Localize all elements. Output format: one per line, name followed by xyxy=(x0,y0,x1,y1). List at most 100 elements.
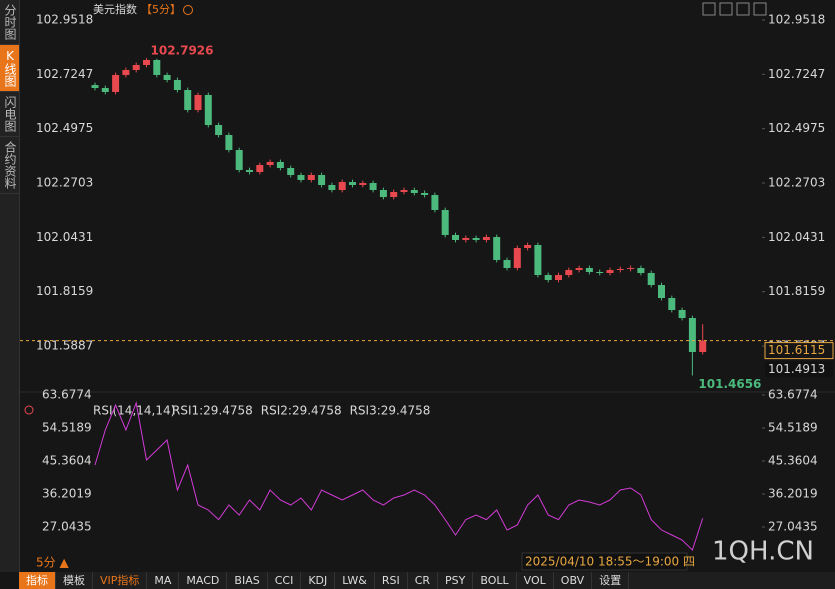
toolbar-item[interactable]: CR xyxy=(408,572,439,589)
candle-body xyxy=(585,268,593,272)
toolbar-item[interactable]: BIAS xyxy=(227,572,268,589)
toolbar-item[interactable]: MACD xyxy=(179,572,228,589)
y-tick-label: 102.2703 xyxy=(36,176,93,190)
y2-tick-label: 102.2703 xyxy=(768,176,825,190)
candle-body xyxy=(204,94,212,126)
candle-body xyxy=(122,69,130,75)
y-tick-label: 101.8159 xyxy=(36,284,93,298)
candle-body xyxy=(410,190,418,193)
candle-body xyxy=(493,237,501,260)
candle-body xyxy=(163,74,171,80)
rsi-line xyxy=(94,401,704,551)
candle-body xyxy=(297,175,305,181)
candle-body xyxy=(606,270,614,274)
candle-body xyxy=(379,190,387,198)
candle-body xyxy=(658,285,665,299)
y-tick-label: 102.4975 xyxy=(36,121,93,135)
candle-body xyxy=(359,182,367,186)
toolbar-item[interactable]: BOLL xyxy=(473,572,517,589)
last-price-box xyxy=(764,342,834,360)
window-icons[interactable] xyxy=(702,2,767,16)
candle-body xyxy=(555,275,562,281)
candle-body xyxy=(318,175,326,186)
side-tab[interactable]: 合约资料 xyxy=(0,137,19,194)
y2-tick-label: 36.2019 xyxy=(768,487,818,501)
toolbar-item[interactable]: 指标 xyxy=(19,572,56,589)
chart: 美元指数 【5分】 RSI(14,14,14) 5分 ▲ 2025/04/10 … xyxy=(20,2,835,571)
time-box xyxy=(521,552,688,571)
side-tab[interactable]: K线图 xyxy=(0,45,19,92)
y-tick-label: 54.5189 xyxy=(42,421,92,435)
toolbar-item[interactable]: CCI xyxy=(268,572,302,589)
candle-body xyxy=(503,259,511,269)
legend-entry: RSI1:29.4758 xyxy=(172,404,253,418)
toolbar-item[interactable]: RSI xyxy=(375,572,408,589)
candle-body xyxy=(565,270,573,276)
candle-body xyxy=(307,175,315,181)
ref-price-box xyxy=(765,361,833,378)
candle-body xyxy=(647,273,655,286)
y-tick-label: 102.7247 xyxy=(36,67,93,81)
y2-tick-label: 54.5189 xyxy=(768,421,818,435)
y2-tick-label: 27.0435 xyxy=(768,520,818,534)
candle-body xyxy=(112,74,120,92)
toolbar-item[interactable]: MA xyxy=(147,572,180,589)
candle-body xyxy=(91,85,99,89)
candle-body xyxy=(194,94,202,111)
candle-body xyxy=(513,248,521,269)
legend-entry: RSI2:29.4758 xyxy=(261,404,342,418)
toolbar-item[interactable]: LW& xyxy=(335,572,375,589)
candle-body xyxy=(390,192,398,198)
ref-price: 101.4913 xyxy=(768,362,825,376)
y2-tick-label: 102.0431 xyxy=(768,230,825,244)
candle-body xyxy=(246,170,253,173)
chart-title: 美元指数 xyxy=(93,2,137,16)
toolbar-item[interactable]: VOL xyxy=(517,572,554,589)
candle-body xyxy=(143,59,150,65)
candle-body xyxy=(524,244,532,249)
toolbar-item[interactable]: VIP指标 xyxy=(93,572,148,589)
time-range: 2025/04/10 18:55～19:00 四 xyxy=(525,555,695,569)
candle-body xyxy=(441,209,449,235)
y2-tick-label: 102.4975 xyxy=(768,121,825,135)
candle-body xyxy=(688,317,696,353)
toolbar: 指标 模板 VIP指标 MA MACD BIAS CCI KDJ LW& RSI CR PSY BOLL… xyxy=(19,572,835,589)
toolbar-item[interactable]: OBV xyxy=(554,572,593,589)
candle-body xyxy=(338,182,346,191)
candle-body xyxy=(256,165,264,173)
min-label: 101.4656 xyxy=(698,377,761,391)
rsi-title: RSI(14,14,14) xyxy=(93,404,175,418)
toolbar-item[interactable]: 模板 xyxy=(56,572,93,589)
candle-body xyxy=(225,135,233,151)
candle-body xyxy=(596,272,604,274)
candle-body xyxy=(369,182,377,191)
side-tab[interactable]: 分时图 xyxy=(0,0,19,45)
candle-body xyxy=(287,167,295,176)
period-label: 【5分】 xyxy=(141,3,181,16)
side-tab[interactable]: 闪电图 xyxy=(0,92,19,137)
candle-body xyxy=(153,59,161,75)
y2-tick-label: 102.9518 xyxy=(768,13,825,27)
candle-body xyxy=(637,268,645,274)
legend-entry: RSI3:29.4758 xyxy=(350,404,431,418)
candle-body xyxy=(627,268,635,270)
y-tick-label: 102.9518 xyxy=(36,13,93,27)
candle-body xyxy=(431,195,439,210)
max-label: 102.7926 xyxy=(151,44,214,58)
y-tick-label: 101.5887 xyxy=(36,339,93,353)
toolbar-item[interactable]: PSY xyxy=(438,572,474,589)
candle-body xyxy=(101,88,109,92)
candle-body xyxy=(132,64,140,70)
y-tick-label: 36.2019 xyxy=(42,487,92,501)
candle-body xyxy=(575,268,583,271)
toolbar-item[interactable]: 设置 xyxy=(592,572,630,589)
toolbar-item[interactable]: KDJ xyxy=(301,572,336,589)
rsi-icon[interactable] xyxy=(24,405,34,415)
settings-icon[interactable] xyxy=(183,5,193,15)
candle-body xyxy=(421,192,429,196)
candle-body xyxy=(173,79,181,90)
candle-body xyxy=(668,298,676,311)
period-switch[interactable]: 5分 ▲ xyxy=(36,556,69,570)
candle-body xyxy=(462,238,470,240)
